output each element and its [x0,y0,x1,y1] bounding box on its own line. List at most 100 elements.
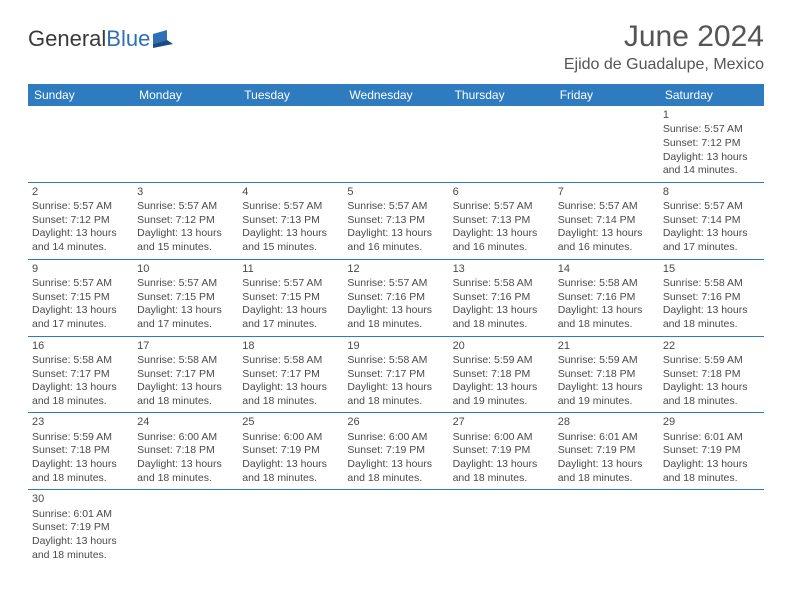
calendar-day: 18Sunrise: 5:58 AMSunset: 7:17 PMDayligh… [238,336,343,413]
calendar-day-empty [449,106,554,182]
day-number: 7 [558,185,655,199]
sunrise-text: Sunrise: 5:57 AM [32,277,129,291]
day-number: 11 [242,262,339,276]
sunset-text: Sunset: 7:19 PM [32,521,129,535]
sunset-text: Sunset: 7:19 PM [663,444,760,458]
sunset-text: Sunset: 7:16 PM [347,291,444,305]
weekday-header: Wednesday [343,84,448,106]
sunset-text: Sunset: 7:18 PM [32,444,129,458]
weekday-header: Thursday [449,84,554,106]
calendar-day-empty [449,490,554,566]
day-number: 30 [32,492,129,506]
sunset-text: Sunset: 7:12 PM [137,214,234,228]
calendar-day: 2Sunrise: 5:57 AMSunset: 7:12 PMDaylight… [28,182,133,259]
sunset-text: Sunset: 7:15 PM [32,291,129,305]
day-number: 28 [558,415,655,429]
calendar-day: 9Sunrise: 5:57 AMSunset: 7:15 PMDaylight… [28,259,133,336]
day-number: 15 [663,262,760,276]
sunrise-text: Sunrise: 5:57 AM [137,200,234,214]
day-number: 27 [453,415,550,429]
day-number: 6 [453,185,550,199]
sunset-text: Sunset: 7:15 PM [137,291,234,305]
sunset-text: Sunset: 7:15 PM [242,291,339,305]
sunrise-text: Sunrise: 5:57 AM [242,200,339,214]
calendar-week: 16Sunrise: 5:58 AMSunset: 7:17 PMDayligh… [28,336,764,413]
sunset-text: Sunset: 7:17 PM [32,368,129,382]
sunrise-text: Sunrise: 5:58 AM [137,354,234,368]
day-number: 17 [137,339,234,353]
day-number: 24 [137,415,234,429]
daylight-text: Daylight: 13 hours and 14 minutes. [663,151,760,178]
daylight-text: Daylight: 13 hours and 17 minutes. [32,304,129,331]
daylight-text: Daylight: 13 hours and 18 minutes. [32,535,129,562]
sunrise-text: Sunrise: 5:57 AM [137,277,234,291]
calendar-day-empty [343,490,448,566]
daylight-text: Daylight: 13 hours and 18 minutes. [32,381,129,408]
day-number: 22 [663,339,760,353]
sunrise-text: Sunrise: 5:59 AM [453,354,550,368]
calendar-day: 21Sunrise: 5:59 AMSunset: 7:18 PMDayligh… [554,336,659,413]
sunrise-text: Sunrise: 6:01 AM [32,508,129,522]
day-number: 1 [663,108,760,122]
calendar-day: 8Sunrise: 5:57 AMSunset: 7:14 PMDaylight… [659,182,764,259]
daylight-text: Daylight: 13 hours and 18 minutes. [453,458,550,485]
day-number: 29 [663,415,760,429]
calendar-day-empty [238,490,343,566]
weekday-header: Monday [133,84,238,106]
sunrise-text: Sunrise: 5:58 AM [242,354,339,368]
day-number: 14 [558,262,655,276]
sunrise-text: Sunrise: 5:57 AM [32,200,129,214]
title-block: June 2024 Ejido de Guadalupe, Mexico [564,20,764,74]
day-number: 26 [347,415,444,429]
day-number: 8 [663,185,760,199]
calendar-day-empty [554,106,659,182]
day-number: 20 [453,339,550,353]
sunrise-text: Sunrise: 5:59 AM [32,431,129,445]
daylight-text: Daylight: 13 hours and 18 minutes. [663,304,760,331]
day-number: 18 [242,339,339,353]
sunset-text: Sunset: 7:16 PM [453,291,550,305]
daylight-text: Daylight: 13 hours and 18 minutes. [663,381,760,408]
daylight-text: Daylight: 13 hours and 18 minutes. [242,381,339,408]
daylight-text: Daylight: 13 hours and 14 minutes. [32,227,129,254]
weekday-header: Tuesday [238,84,343,106]
calendar-day: 16Sunrise: 5:58 AMSunset: 7:17 PMDayligh… [28,336,133,413]
calendar-day: 4Sunrise: 5:57 AMSunset: 7:13 PMDaylight… [238,182,343,259]
day-number: 10 [137,262,234,276]
calendar-day: 26Sunrise: 6:00 AMSunset: 7:19 PMDayligh… [343,413,448,490]
sunset-text: Sunset: 7:19 PM [347,444,444,458]
daylight-text: Daylight: 13 hours and 17 minutes. [663,227,760,254]
calendar-day-empty [133,490,238,566]
sunrise-text: Sunrise: 5:59 AM [558,354,655,368]
sunrise-text: Sunrise: 6:00 AM [453,431,550,445]
calendar-day: 14Sunrise: 5:58 AMSunset: 7:16 PMDayligh… [554,259,659,336]
header: GeneralBlue June 2024 Ejido de Guadalupe… [28,20,764,74]
calendar-day: 29Sunrise: 6:01 AMSunset: 7:19 PMDayligh… [659,413,764,490]
daylight-text: Daylight: 13 hours and 18 minutes. [347,304,444,331]
daylight-text: Daylight: 13 hours and 16 minutes. [453,227,550,254]
sunset-text: Sunset: 7:17 PM [137,368,234,382]
daylight-text: Daylight: 13 hours and 18 minutes. [242,458,339,485]
sunset-text: Sunset: 7:17 PM [347,368,444,382]
daylight-text: Daylight: 13 hours and 18 minutes. [137,458,234,485]
day-number: 23 [32,415,129,429]
calendar-day: 22Sunrise: 5:59 AMSunset: 7:18 PMDayligh… [659,336,764,413]
calendar-week: 30 Sunrise: 6:01 AMSunset: 7:19 PMDayligh… [28,490,764,566]
sunrise-text: Sunrise: 5:57 AM [663,123,760,137]
daylight-text: Daylight: 13 hours and 16 minutes. [558,227,655,254]
sunrise-text: Sunrise: 5:57 AM [453,200,550,214]
day-number: 19 [347,339,444,353]
calendar-day: 27Sunrise: 6:00 AMSunset: 7:19 PMDayligh… [449,413,554,490]
sunrise-text: Sunrise: 5:58 AM [663,277,760,291]
calendar-table: SundayMondayTuesdayWednesdayThursdayFrid… [28,84,764,566]
flag-icon [153,30,175,48]
weekday-header: Saturday [659,84,764,106]
sunset-text: Sunset: 7:14 PM [663,214,760,228]
sunrise-text: Sunrise: 6:01 AM [663,431,760,445]
sunset-text: Sunset: 7:13 PM [242,214,339,228]
calendar-day: 24Sunrise: 6:00 AMSunset: 7:18 PMDayligh… [133,413,238,490]
calendar-day: 3Sunrise: 5:57 AMSunset: 7:12 PMDaylight… [133,182,238,259]
calendar-day: 20Sunrise: 5:59 AMSunset: 7:18 PMDayligh… [449,336,554,413]
sunset-text: Sunset: 7:16 PM [558,291,655,305]
calendar-week: 9Sunrise: 5:57 AMSunset: 7:15 PMDaylight… [28,259,764,336]
